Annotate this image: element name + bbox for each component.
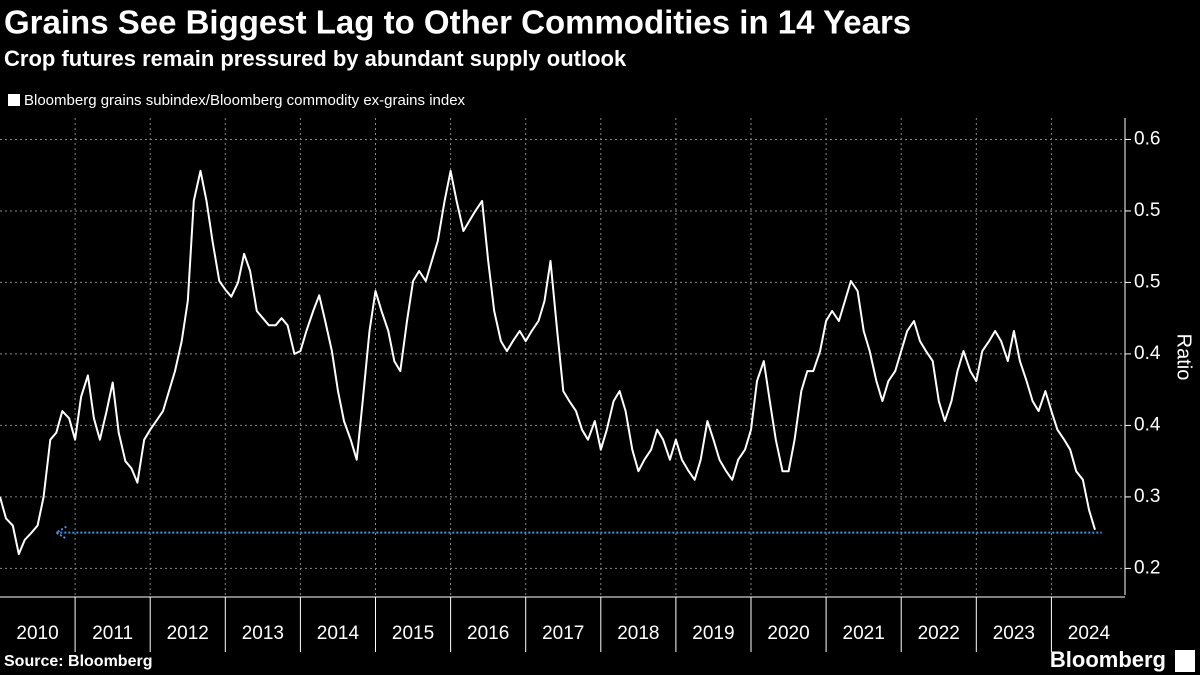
x-tick-label: 2020 <box>767 623 809 644</box>
x-tick-label: 2016 <box>467 623 509 644</box>
x-tick-label: 2015 <box>392 623 434 644</box>
y-axis-label: Ratio <box>1173 334 1195 381</box>
x-tick-label: 2014 <box>317 623 360 644</box>
x-tick-label: 2012 <box>167 623 209 644</box>
x-tick-label: 2018 <box>617 623 659 644</box>
source: Source: Bloomberg <box>4 653 152 670</box>
data-line <box>0 169 1096 556</box>
legend-label: Bloomberg grains subindex/Bloomberg comm… <box>24 92 466 109</box>
y-tick-label: 0.4 <box>1134 343 1161 364</box>
x-tick-label: 2011 <box>92 623 133 644</box>
x-tick-label: 2022 <box>918 623 960 644</box>
x-tick-label: 2021 <box>843 623 885 644</box>
brand-icon <box>1175 650 1195 672</box>
x-tick-label: 2019 <box>692 623 734 644</box>
y-tick-label: 0.3 <box>1134 486 1160 507</box>
brand: Bloomberg <box>1050 647 1166 672</box>
y-tick-label: 0.2 <box>1134 557 1160 578</box>
y-tick-label: 0.6 <box>1134 128 1160 149</box>
chart-subtitle: Crop futures remain pressured by abundan… <box>4 46 627 71</box>
y-tick-label: 0.5 <box>1134 271 1160 292</box>
x-tick-label: 2024 <box>1068 623 1111 644</box>
x-tick-label: 2013 <box>242 623 284 644</box>
legend-swatch <box>8 94 20 106</box>
y-tick-label: 0.4 <box>1134 414 1161 435</box>
x-tick-label: 2017 <box>542 623 584 644</box>
chart-title: Grains See Biggest Lag to Other Commodit… <box>4 4 911 41</box>
x-tick-label: 2010 <box>16 623 58 644</box>
y-tick-label: 0.5 <box>1134 200 1160 221</box>
x-tick-label: 2023 <box>993 623 1035 644</box>
